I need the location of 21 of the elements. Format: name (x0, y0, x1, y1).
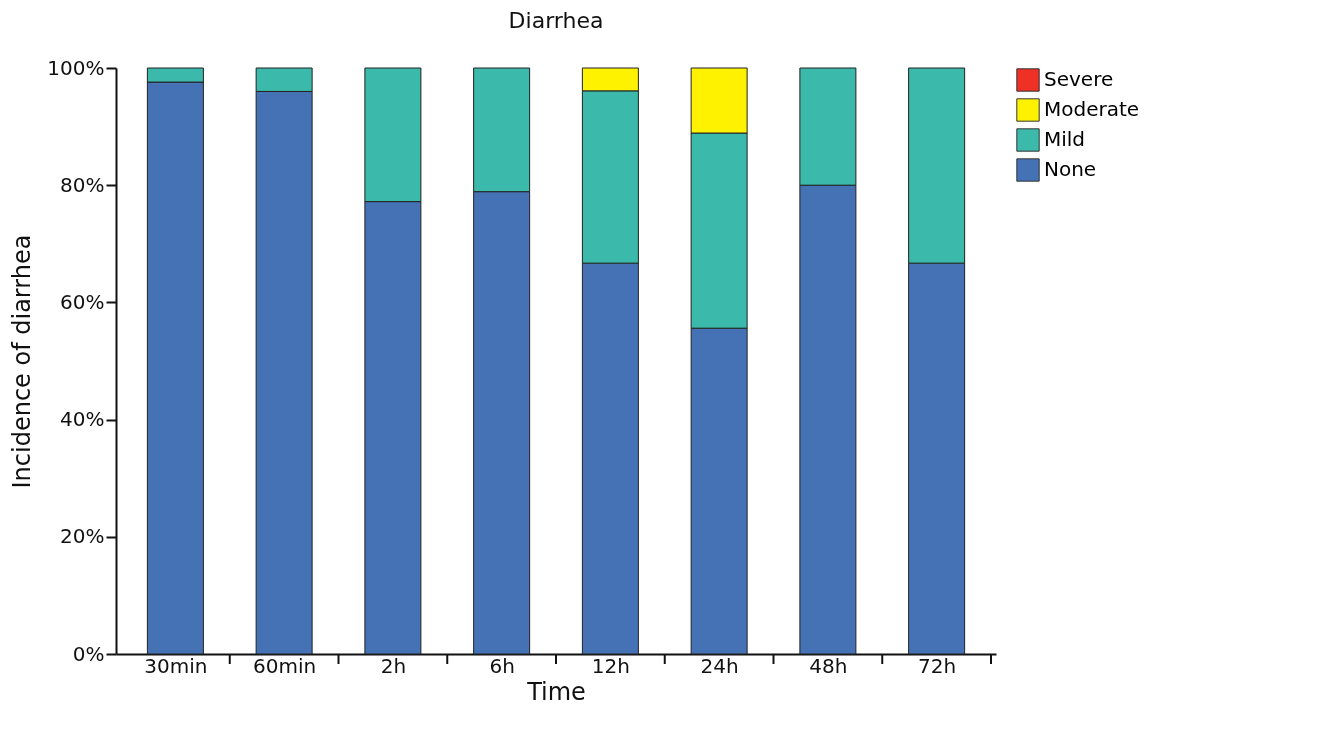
y-tick-label: 60% (60, 289, 105, 314)
x-tick-label: 12h (591, 653, 630, 678)
x-tick-label: 2h (380, 653, 407, 678)
y-axis-title: Incidence of diarrhea (8, 234, 37, 489)
legend-label: Moderate (1044, 97, 1140, 121)
x-axis-title: Time (526, 677, 586, 706)
x-tick-label: 30min (144, 653, 208, 678)
x-tick-label: 72h (918, 653, 957, 678)
y-tick-label: 80% (60, 172, 105, 197)
legend-label: Severe (1044, 67, 1114, 91)
x-tick-label: 48h (809, 653, 848, 678)
chart-title: Diarrhea (508, 8, 604, 33)
legend-label: Mild (1044, 127, 1086, 151)
y-tick-label: 0% (72, 641, 105, 666)
legend-label: None (1044, 157, 1097, 181)
x-tick-label: 60min (253, 653, 317, 678)
y-tick-label: 40% (60, 407, 105, 432)
y-tick-label: 20% (60, 524, 105, 549)
x-tick-label: 6h (489, 653, 515, 678)
x-tick-label: 24h (700, 653, 739, 678)
y-tick-label: 100% (47, 55, 105, 80)
